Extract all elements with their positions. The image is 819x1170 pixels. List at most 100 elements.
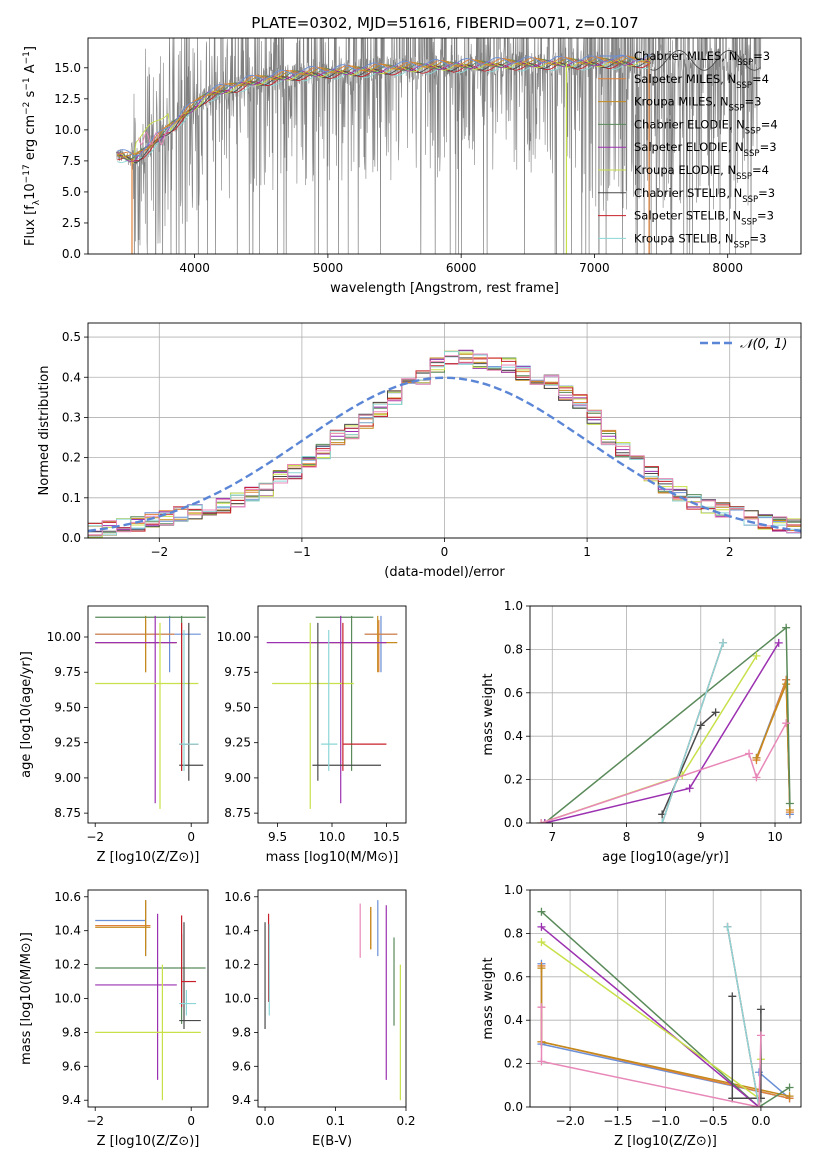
legend-label-sub: SSP xyxy=(734,240,750,250)
y-tick-label: 15.0 xyxy=(54,61,81,75)
x-tick-label: −0.5 xyxy=(699,1114,728,1128)
weight-line-SE xyxy=(544,642,780,823)
legend-label: Salpeter STELIB, NSSP=3 xyxy=(634,209,774,228)
x-axis-label: E(B-V) xyxy=(312,1134,352,1149)
weight-point-CS xyxy=(756,1005,765,1014)
y-tick-label: 0.8 xyxy=(504,642,523,656)
legend-label-text: Kroupa STELIB, N xyxy=(634,231,734,245)
weight-point-KS xyxy=(719,638,728,647)
weight-point-CE xyxy=(537,907,546,916)
y-label-part: −1 xyxy=(22,51,32,64)
legend-label-sub: SSP xyxy=(729,104,745,114)
legend-label-suffix: =3 xyxy=(757,209,774,223)
y-tick-label: 12.5 xyxy=(54,92,81,106)
x-tick-label: 0.2 xyxy=(396,1114,415,1128)
y-tick-label: 0.6 xyxy=(504,686,523,700)
grid xyxy=(530,605,801,824)
y-tick-label: 8.75 xyxy=(54,806,81,820)
axes-frame xyxy=(257,605,407,824)
y-tick-label: 9.8 xyxy=(232,1025,251,1039)
x-axis-label: Z [log10(Z/Z⊙)] xyxy=(614,1134,717,1149)
legend-label-text: Chabrier STELIB, N xyxy=(634,186,742,200)
legend-label-suffix: =3 xyxy=(760,140,777,154)
y-tick-label: 9.50 xyxy=(54,700,81,714)
x-tick-label: 7 xyxy=(548,830,556,844)
x-tick-label: −1.5 xyxy=(603,1114,632,1128)
y-tick-label: 10.00 xyxy=(217,630,251,644)
weight-point-KM xyxy=(782,680,791,689)
weight-point-extra_pink xyxy=(537,819,546,823)
legend-label-text: Kroupa ELODIE, N xyxy=(634,163,736,177)
y-tick-label: 0.8 xyxy=(504,926,523,940)
weight-line-extra_pink xyxy=(540,722,787,823)
axes-decor: 0.0 0.1 0.2 9.4 9.6 9.8 10.0 10.2 10.4 10.6 E(B-V) xyxy=(224,889,416,1149)
y-tick-label: 9.00 xyxy=(54,771,81,785)
y-tick-label: 10.2 xyxy=(224,958,251,972)
y-label-part: erg cm xyxy=(23,115,38,164)
y-tick-label: 0.0 xyxy=(504,1100,523,1114)
x-tick-label: 4000 xyxy=(179,261,210,275)
x-tick-label: −1.0 xyxy=(651,1114,680,1128)
model-spectrum-CM xyxy=(117,54,651,157)
plot-area xyxy=(537,623,794,823)
y-axis-label: mass weight xyxy=(481,957,496,1039)
axes-frame xyxy=(529,889,802,1108)
y-tick-label: 0.5 xyxy=(62,330,81,344)
y-tick-label: 9.4 xyxy=(62,1093,81,1107)
x-tick-label: −2 xyxy=(150,545,168,559)
axes-root: 4000 5000 6000 7000 80000.02.55.07.510.012.5… xyxy=(19,37,802,1149)
x-tick-label: 6000 xyxy=(446,261,477,275)
plot-area xyxy=(266,615,398,809)
legend-label: Kroupa ELODIE, NSSP=4 xyxy=(634,163,769,182)
y-tick-label: 9.4 xyxy=(232,1093,251,1107)
weight-point-CE xyxy=(785,799,794,808)
legend-label-text: Chabrier ELODIE, N xyxy=(634,117,745,131)
weight-point-extra_pink xyxy=(537,1003,546,1012)
legend-label: Chabrier ELODIE, NSSP=4 xyxy=(634,117,778,136)
x-tick-label: 9 xyxy=(697,830,705,844)
y-label-part: ] xyxy=(23,46,38,51)
panel-mass_vs_EBV: 0.0 0.1 0.2 9.4 9.6 9.8 10.0 10.2 10.4 10.6 E(B-V) xyxy=(224,889,416,1149)
y-tick-label: 9.25 xyxy=(54,736,81,750)
panel-residual_hist: −2 −1 0 1 2 0.0 0.1 0.2 0.3 0.4 0.5 (data-model)/er… xyxy=(37,322,802,580)
x-tick-label: −2.0 xyxy=(556,1114,585,1128)
y-tick-label: 9.75 xyxy=(54,665,81,679)
weight-line-KS xyxy=(726,926,760,1107)
y-axis-label: mass [log10(M/M⊙)] xyxy=(19,932,34,1065)
y-label-part: Flux [f xyxy=(23,205,38,246)
y-tick-label: 9.6 xyxy=(232,1059,251,1073)
legend-label-text: Salpeter STELIB, N xyxy=(634,209,741,223)
axes-decor: −2 0 8.75 9.00 9.25 9.50 9.75 10.00 Z [log10(Z/Z… xyxy=(19,605,209,865)
y-axis-label: Flux [fλ10−17 erg cm−2 s−1 A−1] xyxy=(22,46,42,246)
weight-point-KS xyxy=(723,922,732,931)
y-label-part: −2 xyxy=(22,102,32,115)
x-tick-label: −1 xyxy=(293,545,311,559)
weight-point-extra_pink xyxy=(745,749,754,758)
y-tick-label: 9.50 xyxy=(224,700,251,714)
y-tick-label: 10.0 xyxy=(54,123,81,137)
x-tick-label: 10.5 xyxy=(373,830,400,844)
y-tick-label: 0.6 xyxy=(504,970,523,984)
model-spectrum-extension xyxy=(650,49,761,71)
legend-label-text: Chabrier MILES, N xyxy=(634,49,737,63)
weight-point-extra_pink xyxy=(782,719,791,728)
y-tick-label: 9.6 xyxy=(62,1059,81,1073)
weight-point-CS xyxy=(756,1094,765,1103)
legend-label-text: Salpeter MILES, N xyxy=(634,72,736,86)
y-tick-label: 0.3 xyxy=(62,410,81,424)
x-tick-label: 2 xyxy=(726,545,734,559)
y-tick-label: 10.6 xyxy=(54,890,81,904)
axes-frame xyxy=(87,889,209,1108)
y-tick-label: 5.0 xyxy=(62,185,81,199)
x-tick-label: 0 xyxy=(441,545,449,559)
plot-area xyxy=(88,349,801,538)
y-tick-label: 9.25 xyxy=(224,736,251,750)
x-tick-label: 5000 xyxy=(313,261,344,275)
y-tick-label: 2.5 xyxy=(62,216,81,230)
y-axis-label: mass weight xyxy=(481,673,496,755)
weight-point-SE xyxy=(685,784,694,793)
weight-point-CS xyxy=(728,992,737,1001)
legend-label-suffix: =3 xyxy=(749,231,766,245)
